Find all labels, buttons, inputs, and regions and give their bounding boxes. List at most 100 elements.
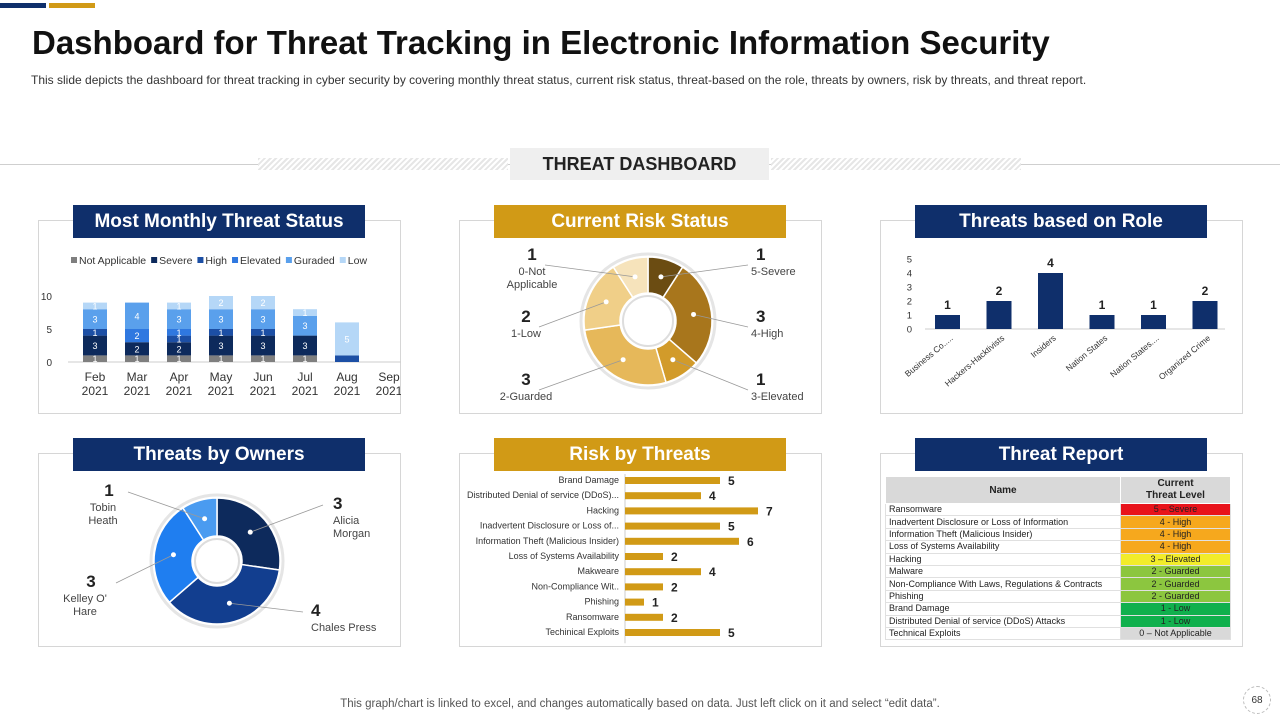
- x-tick-label: May: [210, 370, 233, 384]
- bar-value-label: 1: [1099, 298, 1106, 312]
- bar-segment: [167, 342, 191, 356]
- slice-value-label: 3: [86, 572, 95, 591]
- y-tick-label: Ransomware: [566, 612, 619, 622]
- bar-value-label: 5: [728, 626, 735, 640]
- slice-value-label: 3: [756, 307, 765, 326]
- table-row: Phishing 2 - Guarded: [885, 589, 1231, 604]
- threat-bar: [625, 522, 720, 530]
- donut-outer-ring: [149, 493, 285, 629]
- bar-segment: [167, 329, 191, 336]
- role-panel-title: Threats based on Role: [915, 205, 1207, 238]
- footer-note: This graph/chart is linked to excel, and…: [340, 698, 940, 710]
- slice-name-label: Tobin: [90, 502, 116, 514]
- bar-segment: [209, 329, 233, 336]
- bar-label: 1: [92, 328, 97, 338]
- bar-segment: [83, 309, 107, 329]
- role-bar: [935, 315, 960, 329]
- donut-hole: [622, 295, 674, 347]
- bar-label: 5: [344, 334, 349, 344]
- bar-label: 3: [302, 321, 307, 331]
- bar-segment: [293, 355, 317, 362]
- slice-marker: [632, 274, 638, 280]
- y-tick-label: 3: [907, 283, 912, 294]
- x-tick-label: Nation States: [1064, 333, 1110, 373]
- table-row: Malware 2 - Guarded: [885, 564, 1231, 579]
- legend-label-4: Guraded: [294, 255, 335, 267]
- monthly-panel-title: Most Monthly Threat Status: [73, 205, 365, 238]
- page-number: 68: [1243, 686, 1271, 714]
- bar-value-label: 5: [728, 474, 735, 488]
- threat-level-cell: 2 - Guarded: [1120, 589, 1231, 604]
- role-bar: [1141, 315, 1166, 329]
- threat-bar: [625, 477, 720, 484]
- bar-value-label: 2: [671, 550, 678, 564]
- bar-value-label: 2: [671, 611, 678, 625]
- bar-label: 3: [218, 341, 223, 351]
- slice-marker: [620, 357, 626, 363]
- role-bar: [1038, 273, 1063, 329]
- slice-value-label: 1: [756, 245, 765, 264]
- legend-label-5: Low: [348, 255, 368, 267]
- slice-marker: [670, 357, 676, 363]
- slice-name-label: Alicia: [333, 515, 360, 527]
- table-row: Technical Exploits 0 – Not Applicable: [885, 626, 1231, 641]
- x-tick-label: 2021: [292, 384, 319, 398]
- bar-label: 1: [260, 328, 265, 338]
- y-tick-label: 1: [907, 311, 912, 322]
- bar-segment: [83, 335, 107, 356]
- threat-name-cell: Information Theft (Malicious Insider): [885, 527, 1121, 542]
- bar-label: 1: [176, 334, 181, 344]
- bar-label: 2: [218, 298, 223, 308]
- bar-segment: [209, 355, 233, 362]
- threat-level-cell: 3 – Elevated: [1120, 552, 1231, 566]
- slice-name-label: Applicable: [507, 279, 558, 291]
- bar-segment: [251, 329, 275, 336]
- slice-name-label: Morgan: [333, 528, 370, 540]
- slice-name-label: 0-Not: [519, 266, 546, 278]
- leader-line: [127, 491, 205, 520]
- x-tick-label: Insiders: [1029, 333, 1058, 360]
- x-tick-label: Jun: [253, 370, 272, 384]
- role-bar: [986, 301, 1012, 329]
- threat-name-cell: Malware: [885, 564, 1121, 579]
- slice-name-label: 5-Severe: [751, 266, 796, 278]
- y-tick-label: Hacking: [586, 505, 619, 515]
- leader-line: [660, 264, 749, 278]
- y-tick-label: 10: [41, 292, 53, 303]
- x-tick-label: 2021: [334, 384, 361, 398]
- table-row: Distributed Denial of service (DDoS) Att…: [885, 614, 1231, 628]
- bar-label: 1: [260, 354, 265, 364]
- bar-label: 3: [92, 315, 97, 325]
- bar-value-label: 2: [996, 284, 1003, 298]
- legend-label-2: High: [205, 255, 227, 267]
- table-row: Non-Compliance With Laws, Regulations & …: [885, 577, 1231, 591]
- y-tick-label: 0: [46, 358, 52, 369]
- leader-line: [115, 554, 174, 584]
- threat-bar: [625, 583, 663, 591]
- slice-name-label: Hare: [73, 606, 97, 618]
- legend-label-1: Severe: [159, 255, 192, 267]
- slice-value-label: 3: [521, 370, 530, 389]
- threat-bar: [625, 537, 739, 545]
- bar-segment: [167, 309, 191, 329]
- slice-marker: [170, 552, 176, 558]
- bar-segment: [251, 296, 275, 310]
- bar-segment: [125, 355, 149, 362]
- page-subtitle: This slide depicts the dashboard for thr…: [31, 73, 1087, 87]
- bar-label: 3: [218, 315, 223, 325]
- legend-swatch-1: [151, 257, 158, 263]
- bar-segment: [125, 342, 149, 356]
- bar-segment: [293, 309, 317, 316]
- bar-value-label: 4: [1047, 256, 1054, 270]
- threat-level-cell: 4 - High: [1120, 515, 1231, 529]
- bar-segment: [251, 309, 275, 329]
- risk-by-threats-chart: Brand Damage 5 Distributed Denial of servi…: [467, 474, 773, 644]
- threat-level-cell: 1 - Low: [1120, 602, 1231, 616]
- threat-name-cell: Non-Compliance With Laws, Regulations & …: [885, 577, 1121, 591]
- role-bar: [1089, 315, 1115, 329]
- threat-name-cell: Ransomware: [885, 502, 1121, 517]
- risk-status-chart: 1 5-Severe 3 4-High 1 3-Elevated 3 2-Guarded 2 1-…: [500, 245, 804, 403]
- bar-value-label: 1: [1150, 298, 1157, 312]
- leader-line: [538, 301, 607, 328]
- legend-swatch-2: [197, 257, 204, 263]
